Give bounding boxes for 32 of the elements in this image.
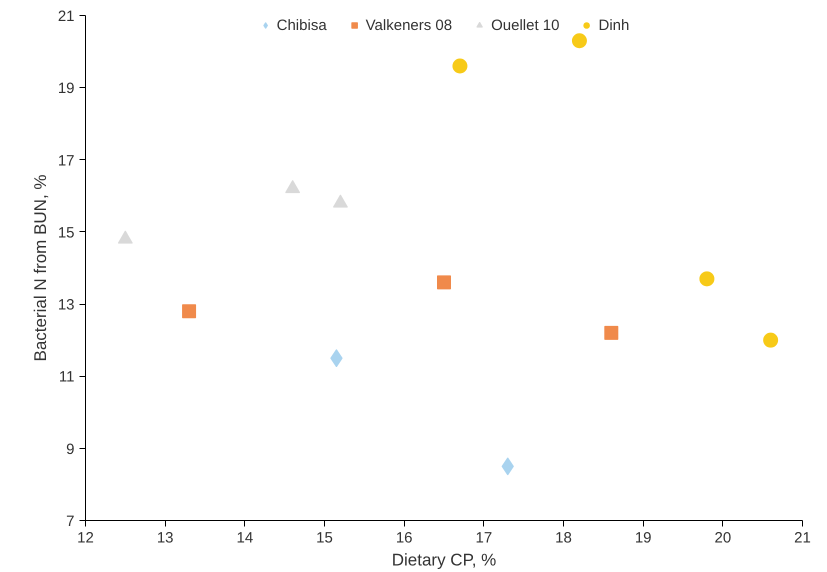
y-tick-label: 9 — [66, 440, 74, 458]
x-tick-label: 19 — [634, 530, 652, 546]
point — [452, 58, 468, 74]
x-tick-label: 18 — [555, 530, 572, 546]
point — [604, 326, 618, 340]
x-tick-label: 17 — [475, 530, 492, 546]
point — [699, 271, 714, 286]
x-tick-label: 20 — [714, 530, 732, 546]
legend-label: Dinh — [598, 16, 630, 34]
point — [330, 349, 343, 368]
x-tick-label: 13 — [156, 530, 174, 546]
y-tick-label: 7 — [66, 513, 74, 530]
point — [182, 304, 196, 318]
point — [763, 332, 778, 348]
y-tick-label: 21 — [58, 8, 75, 25]
y-tick-label: 15 — [58, 224, 75, 242]
legend-label: Ouellet 10 — [491, 16, 560, 34]
x-tick-label: 15 — [316, 530, 333, 546]
x-axis-title: Dietary CP, % — [392, 550, 496, 570]
y-tick-label: 11 — [58, 368, 75, 386]
x-tick-label: 12 — [77, 530, 94, 546]
point — [437, 275, 451, 290]
y-tick-label: 13 — [58, 296, 75, 314]
x-tick-label: 21 — [794, 530, 811, 546]
legend-label: Chibisa — [276, 16, 327, 34]
y-axis-title: Bacterial N from BUN, % — [30, 174, 50, 362]
x-tick-label: 14 — [236, 530, 254, 546]
point — [572, 33, 587, 48]
y-tick-label: 17 — [58, 152, 75, 170]
x-tick-label: 16 — [396, 530, 413, 546]
y-tick-label: 19 — [58, 80, 75, 98]
legend-label: Valkeners 08 — [366, 16, 452, 34]
